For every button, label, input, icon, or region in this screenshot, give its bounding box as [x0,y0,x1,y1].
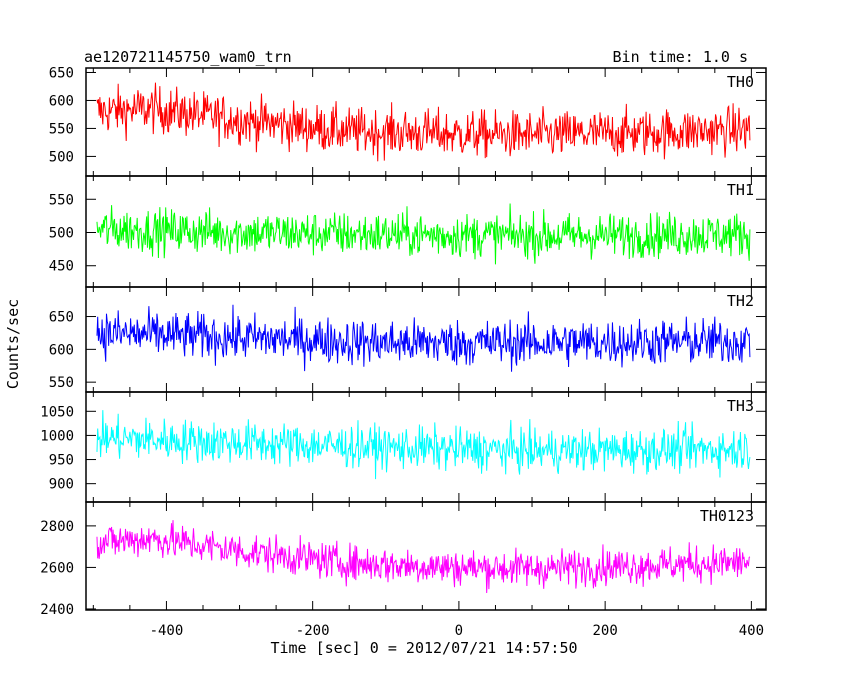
y-axis-label: Counts/sec [4,299,22,389]
y-tick-label: 550 [49,121,74,137]
panel-th0123: TH0123 2400 2600 2800 [40,501,767,618]
panel-label-th3: TH3 [727,397,754,415]
panel-label-th2: TH2 [727,292,754,310]
y-tick-label: 500 [49,149,74,165]
panel-label-th0123: TH0123 [700,507,754,525]
y-tick-label: 600 [49,93,74,109]
x-tick-label: 200 [592,623,617,639]
panel-th0: TH0 500 550 600 650 [49,65,767,177]
x-axis-label: Time [sec] 0 = 2012/07/21 14:57:50 [270,639,577,657]
x-tick-label: 400 [739,623,764,639]
series-line-th0123 [96,520,751,594]
y-tick-label: 950 [49,453,74,469]
x-tick-label: 0 [455,623,463,639]
series-line-th1 [96,203,751,265]
y-tick-label: 450 [49,259,74,275]
y-tick-label: 500 [49,225,74,241]
y-tick-label: 2600 [40,560,74,576]
panels-group: TH0500550600650TH1450500550TH2550600650T… [40,65,767,639]
series-line-th2 [96,304,751,372]
y-tick-label: 550 [49,375,74,391]
x-tick-label: -200 [296,623,330,639]
y-tick-label: 650 [49,65,74,81]
panel-th2: TH2 550 600 650 [49,286,767,393]
series-line-th0 [96,82,751,162]
panel-label-th1: TH1 [727,181,754,199]
chart-title: ae120721145750_wam0_trn [84,48,292,66]
panel-th3: TH3 900 950 1000 1050 [40,391,767,503]
panel-frame-th0123 [85,501,767,611]
bin-time-label: Bin time: 1.0 s [613,48,748,66]
y-tick-label: 1000 [40,428,74,444]
series-line-th3 [96,410,751,480]
y-tick-label: 2800 [40,519,74,535]
panel-th1: TH1 450 500 550 [49,175,767,288]
y-tick-label: 600 [49,342,74,358]
panel-label-th0: TH0 [727,73,754,91]
y-tick-label: 1050 [40,404,74,420]
y-tick-label: 2400 [40,602,74,618]
y-tick-label: 550 [49,192,74,208]
x-tick-label: -400 [150,623,184,639]
y-tick-label: 900 [49,477,74,493]
y-tick-label: 650 [49,310,74,326]
